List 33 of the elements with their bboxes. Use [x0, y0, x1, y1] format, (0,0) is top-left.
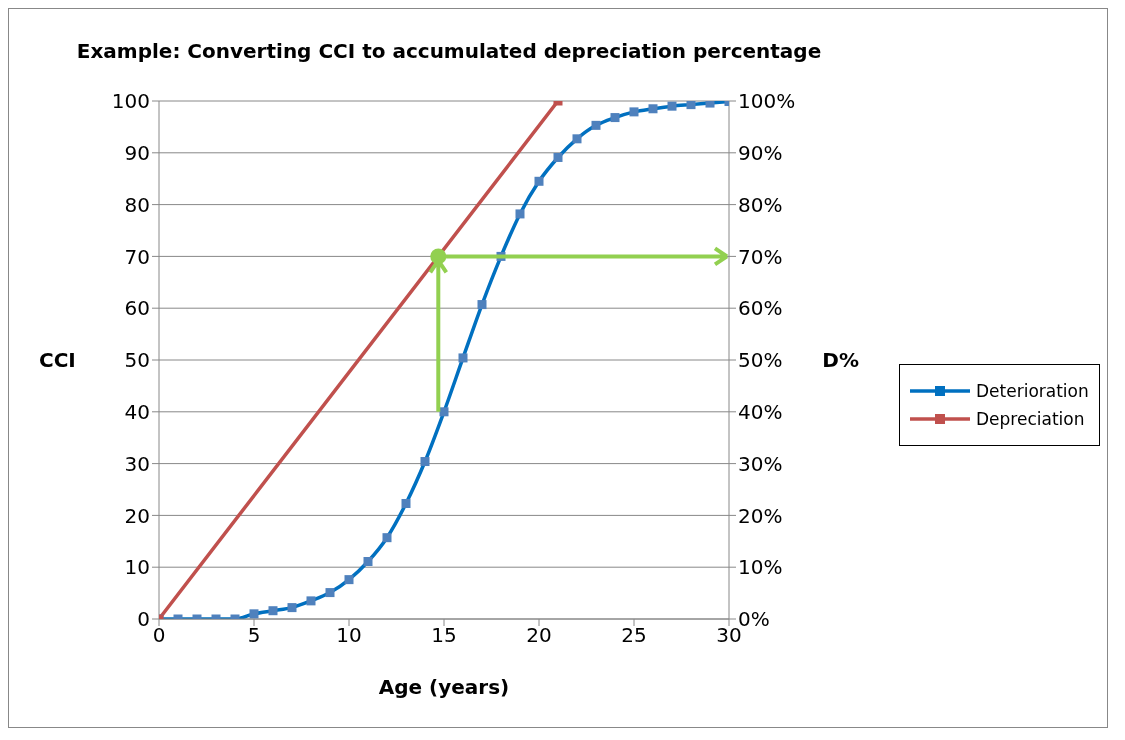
legend-label: Depreciation — [976, 409, 1085, 429]
y-tick-label: 30 — [124, 451, 150, 476]
y2-tick-label: 10% — [738, 555, 783, 580]
y-tick-label: 0 — [137, 607, 150, 632]
y2-tick-label: 90% — [738, 140, 783, 165]
y2-tick-label: 60% — [738, 296, 783, 321]
y-tick-label: 70 — [124, 244, 150, 269]
y-tick-label: 50 — [124, 348, 150, 373]
y2-tick-label: 50% — [738, 348, 783, 373]
y2-tick-label: 30% — [738, 451, 783, 476]
y-tick-label: 90 — [124, 140, 150, 165]
x-tick-label: 20 — [526, 623, 552, 648]
y-tick-label: 40 — [124, 399, 150, 424]
y2-axis-title: D% — [822, 348, 859, 373]
y2-tick-label: 70% — [738, 244, 783, 269]
legend-label: Deterioration — [976, 381, 1089, 401]
x-tick-label: 5 — [247, 623, 261, 648]
y2-tick-label: 80% — [738, 192, 783, 217]
x-tick-label: 10 — [336, 623, 362, 648]
y-tick-label: 80 — [124, 192, 150, 217]
x-axis-title: Age (years) — [378, 675, 510, 699]
x-tick-label: 15 — [431, 623, 457, 648]
y2-tick-label: 100% — [738, 89, 796, 114]
y2-tick-label: 40% — [738, 399, 783, 424]
y2-tick-label: 20% — [738, 503, 783, 528]
y-tick-label: 10 — [124, 555, 150, 580]
y-axis-title: CCI — [39, 348, 76, 373]
y-tick-label: 60 — [124, 296, 150, 321]
x-tick-label: 25 — [621, 623, 647, 648]
x-tick-label: 0 — [152, 623, 166, 648]
chart-title: Example: Converting CCI to accumulated depreciation percentage — [75, 39, 823, 63]
y-tick-label: 100 — [111, 89, 150, 114]
y-tick-label: 20 — [124, 503, 150, 528]
